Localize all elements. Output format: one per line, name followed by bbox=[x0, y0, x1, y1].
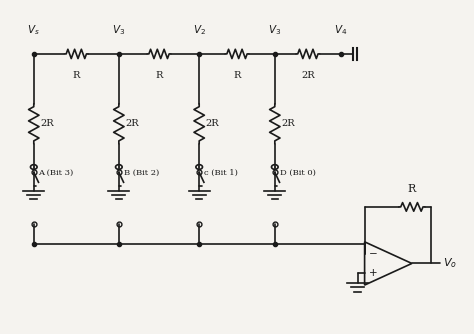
Text: $V_3$: $V_3$ bbox=[112, 23, 126, 37]
Text: $V_3$: $V_3$ bbox=[268, 23, 282, 37]
Text: 2R: 2R bbox=[40, 119, 54, 128]
Text: R: R bbox=[408, 184, 416, 194]
Text: 2R: 2R bbox=[125, 119, 138, 128]
Text: $V_4$: $V_4$ bbox=[334, 23, 347, 37]
Text: R: R bbox=[155, 70, 163, 79]
Text: $V_2$: $V_2$ bbox=[193, 23, 206, 37]
Text: R: R bbox=[73, 70, 80, 79]
Text: A (Bit 3): A (Bit 3) bbox=[38, 169, 74, 177]
Text: $V_s$: $V_s$ bbox=[27, 23, 40, 37]
Text: $V_o$: $V_o$ bbox=[443, 257, 456, 270]
Text: −: − bbox=[369, 249, 377, 259]
Text: 2R: 2R bbox=[281, 119, 294, 128]
Text: D (Bit 0): D (Bit 0) bbox=[280, 169, 315, 177]
Text: c (Bit 1): c (Bit 1) bbox=[204, 169, 238, 177]
Text: 2R: 2R bbox=[301, 70, 315, 79]
Text: +: + bbox=[369, 268, 377, 278]
Text: B (Bit 2): B (Bit 2) bbox=[124, 169, 159, 177]
Text: R: R bbox=[233, 70, 241, 79]
Text: 2R: 2R bbox=[205, 119, 219, 128]
